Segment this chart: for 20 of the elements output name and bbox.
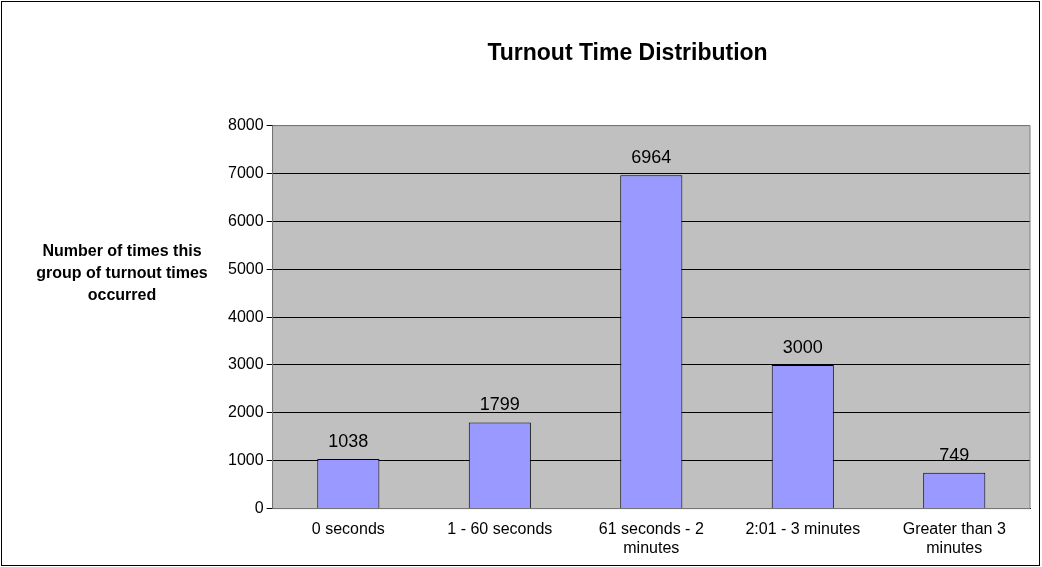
y-tick-label: 8000 [228,116,264,134]
data-label: 6964 [631,147,672,168]
x-tick-label: 61 seconds - 2 minutes [598,519,704,556]
x-tick-label: 1 - 60 seconds [447,519,553,537]
y-tick-label: 1000 [228,451,264,469]
y-tick-label: 2000 [228,403,264,421]
chart-title: Turnout Time Distribution [487,39,768,66]
data-label: 1799 [479,394,520,415]
y-tick-label: 0 [254,499,264,517]
y-tick-label: 5000 [228,259,264,277]
x-tick-label: Greater than 3 minutes [902,519,1006,556]
data-label: 1038 [328,430,369,451]
data-label: 3000 [782,336,823,357]
y-tick-label: 6000 [228,211,264,229]
y-tick-label: 7000 [228,163,264,181]
y-tick-label: 3000 [228,355,264,373]
y-tick-label: 4000 [228,307,264,325]
x-tick-label: 2:01 - 3 minutes [745,519,861,537]
x-tick-label: 0 seconds [311,519,385,537]
y-axis-title: Number of times this group of turnout times occurred [35,241,209,305]
